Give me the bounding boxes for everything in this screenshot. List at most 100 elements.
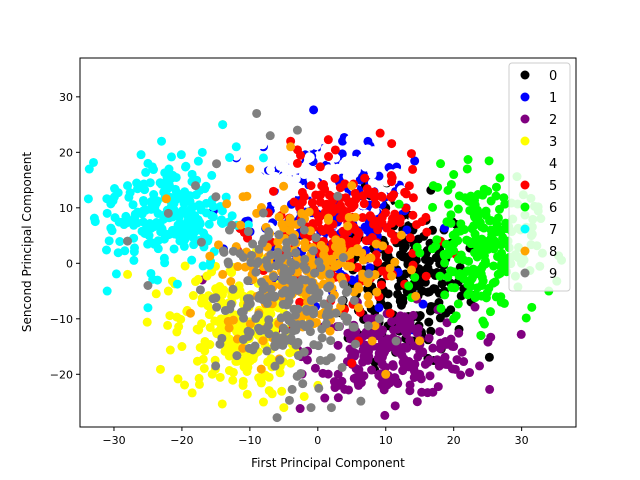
data-point: [317, 181, 327, 191]
data-point: [377, 352, 387, 362]
data-point: [243, 362, 253, 372]
data-point: [187, 255, 197, 265]
data-point: [326, 181, 336, 191]
data-point: [277, 386, 287, 396]
data-point: [219, 246, 229, 256]
data-point: [441, 239, 451, 249]
data-point: [477, 222, 487, 232]
legend-label: 2: [549, 113, 557, 128]
data-point: [285, 217, 295, 227]
data-point: [440, 290, 450, 300]
data-point: [393, 379, 403, 389]
data-point: [164, 164, 174, 174]
data-point: [102, 194, 112, 204]
data-point: [317, 324, 327, 334]
data-point: [225, 153, 235, 163]
data-point: [172, 279, 182, 289]
data-point: [111, 269, 121, 279]
data-point: [224, 129, 234, 139]
data-point: [380, 410, 390, 420]
data-point: [359, 199, 369, 209]
data-point: [302, 355, 312, 365]
data-point: [385, 263, 395, 273]
data-point: [123, 269, 133, 279]
data-point: [161, 194, 171, 204]
data-point: [485, 307, 495, 317]
data-point: [107, 226, 117, 236]
data-point: [398, 244, 408, 254]
data-point: [320, 393, 330, 403]
data-point: [202, 271, 212, 281]
data-point: [123, 236, 133, 246]
data-point: [368, 147, 378, 157]
data-point: [224, 145, 234, 155]
legend-marker: [520, 70, 530, 80]
data-point: [304, 207, 314, 217]
data-point: [432, 235, 442, 245]
data-point: [257, 294, 267, 304]
data-point: [360, 340, 370, 350]
x-tick-label: 10: [379, 434, 393, 447]
data-point: [306, 403, 316, 413]
data-point: [423, 287, 433, 297]
data-point: [333, 191, 343, 201]
data-point: [245, 319, 255, 329]
data-point: [141, 219, 151, 229]
data-point: [195, 285, 205, 295]
data-point: [143, 303, 153, 313]
data-point: [205, 340, 215, 350]
data-point: [181, 161, 191, 171]
data-point: [228, 246, 238, 256]
data-point: [472, 241, 482, 251]
data-point: [337, 296, 347, 306]
data-point: [470, 248, 480, 258]
data-point: [250, 152, 260, 162]
legend-label: 3: [549, 135, 557, 150]
data-point: [279, 403, 289, 413]
data-point: [408, 210, 418, 220]
data-point: [309, 294, 319, 304]
data-point: [354, 284, 364, 294]
data-point: [261, 256, 271, 266]
data-point: [444, 199, 454, 209]
data-point: [363, 321, 373, 331]
legend: 0 1 2 3 4 5 6 7 8 9: [508, 62, 571, 292]
data-point: [256, 378, 266, 388]
data-point: [228, 367, 238, 377]
data-point: [221, 192, 231, 202]
data-point: [360, 162, 370, 172]
data-point: [215, 319, 225, 329]
y-tick-label: −10: [50, 313, 73, 326]
x-tick-label: 30: [515, 434, 529, 447]
data-point: [481, 206, 491, 216]
data-point: [487, 230, 497, 240]
data-point: [258, 140, 268, 150]
data-point: [258, 397, 268, 407]
data-point: [291, 174, 301, 184]
data-point: [407, 362, 417, 372]
data-point: [435, 327, 445, 337]
data-point: [364, 253, 374, 263]
data-point: [349, 295, 359, 305]
data-point: [251, 267, 261, 277]
data-point: [421, 212, 431, 222]
data-point: [198, 261, 208, 271]
data-point: [109, 192, 119, 202]
data-point: [129, 255, 139, 265]
data-point: [400, 187, 410, 197]
data-point: [381, 341, 391, 351]
data-point: [143, 158, 153, 168]
data-point: [470, 302, 480, 312]
data-point: [443, 185, 453, 195]
data-point: [421, 271, 431, 281]
data-point: [325, 269, 335, 279]
data-point: [415, 369, 425, 379]
legend-marker: [520, 158, 530, 168]
data-point: [378, 325, 388, 335]
data-point: [331, 235, 341, 245]
data-point: [478, 260, 488, 270]
data-point: [165, 345, 175, 355]
data-point: [408, 193, 418, 203]
data-point: [270, 342, 280, 352]
data-point: [207, 170, 217, 180]
